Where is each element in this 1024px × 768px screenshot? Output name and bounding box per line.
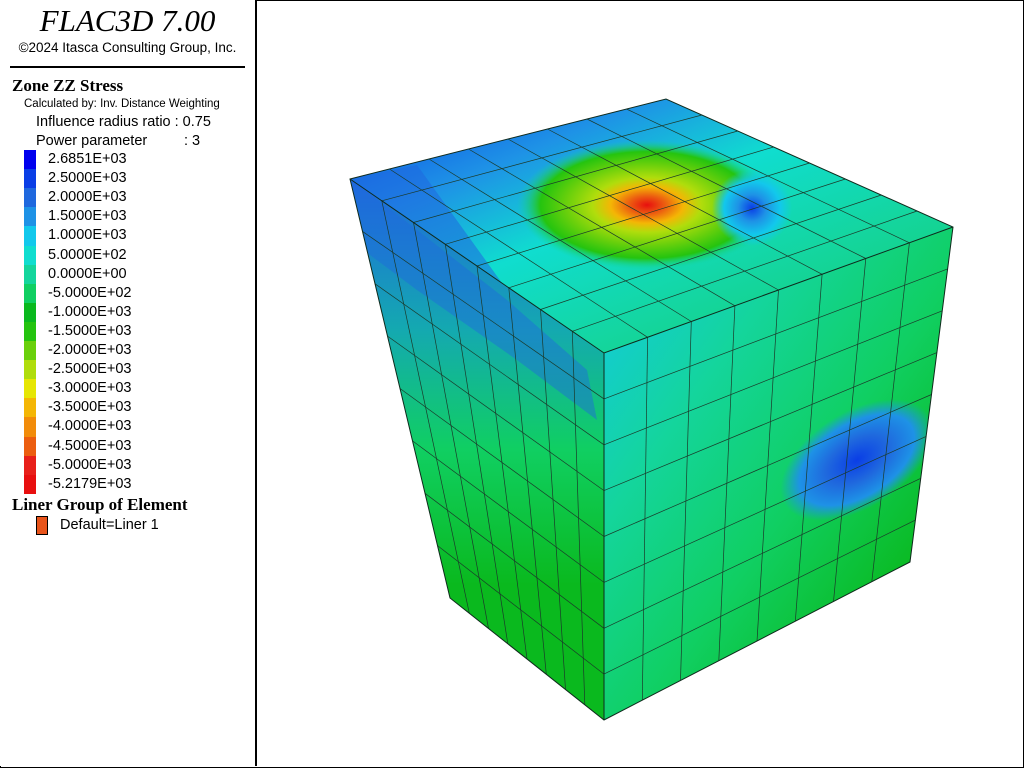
contour-level-label: -5.2179E+03 (48, 475, 132, 492)
colorbar-swatch (24, 341, 36, 361)
contour-level-label: -4.5000E+03 (48, 437, 132, 454)
mesh-line (603, 519, 916, 675)
mesh-line (437, 545, 605, 675)
colorbar-swatch (24, 379, 36, 399)
contour-level-label: -1.0000E+03 (48, 303, 132, 320)
contour-level-label: -3.5000E+03 (48, 399, 132, 416)
calculation-method-label: Calculated by: Inv. Distance Weighting (24, 98, 220, 110)
liner-color-swatch (36, 516, 48, 535)
colorbar-swatch (24, 474, 36, 495)
contour-level-label: 5.0000E+02 (48, 246, 127, 263)
mesh-line (374, 283, 605, 446)
colorbar-swatch (24, 321, 36, 342)
cube-outline (349, 98, 954, 721)
colorbar-swatch (24, 360, 36, 380)
contour-level-label: 2.0000E+03 (48, 189, 127, 206)
colorbar-swatch (24, 169, 36, 189)
zone-mesh-grid (362, 108, 948, 705)
mesh-line (412, 440, 605, 583)
mesh-line (387, 335, 605, 491)
colorbar-swatch (24, 417, 36, 437)
mesh-line (362, 231, 605, 400)
mesh-line (603, 436, 927, 583)
zone-contour-model (349, 98, 954, 721)
liner-group-item: Default=Liner 1 (60, 517, 159, 533)
mesh-line (476, 162, 810, 267)
contour-level-label: 2.5000E+03 (48, 170, 127, 187)
mesh-line (445, 146, 774, 245)
contour-level-label: -5.0000E+02 (48, 284, 132, 301)
mesh-line (603, 310, 943, 446)
app-title: FLAC3D 7.00 (39, 3, 216, 38)
power-parameter-param: Power parameter : 3 (36, 133, 200, 150)
mesh-line (572, 210, 918, 332)
mesh-line (603, 352, 938, 491)
influence-radius-label: Influence radius ratio : (36, 114, 179, 130)
legend-panel: FLAC3D 7.00 ©2024 Itasca Consulting Grou… (0, 0, 257, 766)
mesh-line (603, 268, 948, 400)
mesh-line (413, 130, 738, 223)
contour-level-label: 2.6851E+03 (48, 151, 127, 167)
plot-item-title: Zone ZZ Stress (12, 76, 124, 95)
contour-level-label: 1.0000E+03 (48, 227, 127, 244)
contour-level-label: -5.0000E+03 (48, 456, 132, 473)
colorbar-swatch (24, 283, 36, 304)
colorbar-swatch (24, 455, 36, 476)
influence-radius-param: Influence radius ratio :0.75 (36, 114, 211, 131)
colorbar-swatch (24, 302, 36, 323)
colorbar-swatch (24, 264, 36, 285)
colorbar-swatch (24, 245, 36, 266)
contour-level-label: -2.0000E+03 (48, 342, 132, 358)
colorbar-swatch (24, 207, 36, 227)
contour-colorbar (24, 150, 36, 495)
liner-group-title: Liner Group of Element (12, 495, 188, 514)
mesh-line (603, 477, 921, 629)
colorbar-swatch (24, 436, 36, 457)
contour-level-label: 1.5000E+03 (48, 208, 127, 225)
contour-level-label: -1.5000E+03 (48, 322, 132, 339)
colorbar-swatch (24, 398, 36, 418)
mesh-line (381, 114, 702, 202)
mesh-line (603, 394, 932, 537)
mesh-line (540, 194, 882, 310)
colorbar-swatch (24, 188, 36, 208)
cube-top-face (350, 99, 953, 353)
colorbar-swatch (24, 150, 36, 170)
power-parameter-value: : 3 (184, 133, 201, 149)
power-parameter-label: Power parameter (36, 133, 148, 149)
model-viewport[interactable] (257, 0, 1023, 766)
contour-level-label: 0.0000E+00 (48, 265, 127, 282)
contour-level-label: -3.0000E+03 (48, 380, 132, 397)
influence-radius-value: 0.75 (182, 114, 211, 130)
mesh-line (399, 388, 605, 537)
contour-level-label: -4.0000E+03 (48, 418, 132, 435)
copyright-notice: ©2024 Itasca Consulting Group, Inc. (18, 40, 237, 55)
colorbar-swatch (24, 226, 36, 246)
mesh-line (508, 178, 846, 289)
title-divider (10, 66, 245, 68)
contour-level-label: -2.5000E+03 (48, 361, 132, 378)
mesh-line (424, 493, 605, 629)
